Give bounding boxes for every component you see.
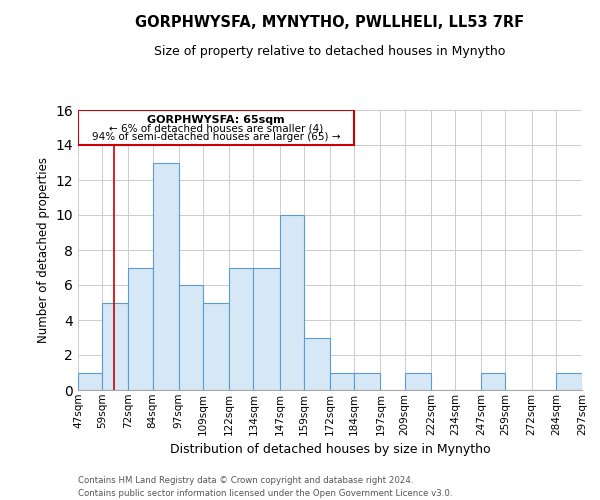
Bar [78,372,102,390]
Bar [330,372,354,390]
Text: Contains HM Land Registry data © Crown copyright and database right 2024.: Contains HM Land Registry data © Crown c… [78,476,413,485]
Bar [78,110,354,145]
Text: GORPHWYSFA, MYNYTHO, PWLLHELI, LL53 7RF: GORPHWYSFA, MYNYTHO, PWLLHELI, LL53 7RF [136,15,524,30]
Bar [179,285,203,390]
Text: GORPHWYSFA: 65sqm: GORPHWYSFA: 65sqm [147,116,285,125]
Bar [152,162,179,390]
Bar [229,268,253,390]
Bar [253,268,280,390]
Bar [304,338,330,390]
Text: 94% of semi-detached houses are larger (65) →: 94% of semi-detached houses are larger (… [92,132,340,142]
Bar [404,372,431,390]
Text: Size of property relative to detached houses in Mynytho: Size of property relative to detached ho… [154,45,506,58]
Y-axis label: Number of detached properties: Number of detached properties [37,157,50,343]
Bar [102,302,128,390]
Text: ← 6% of detached houses are smaller (4): ← 6% of detached houses are smaller (4) [109,123,323,133]
Text: Contains public sector information licensed under the Open Government Licence v3: Contains public sector information licen… [78,488,452,498]
Bar [203,302,229,390]
Bar [128,268,152,390]
Bar [354,372,380,390]
Bar [280,215,304,390]
Bar [481,372,505,390]
Bar [556,372,582,390]
X-axis label: Distribution of detached houses by size in Mynytho: Distribution of detached houses by size … [170,443,490,456]
